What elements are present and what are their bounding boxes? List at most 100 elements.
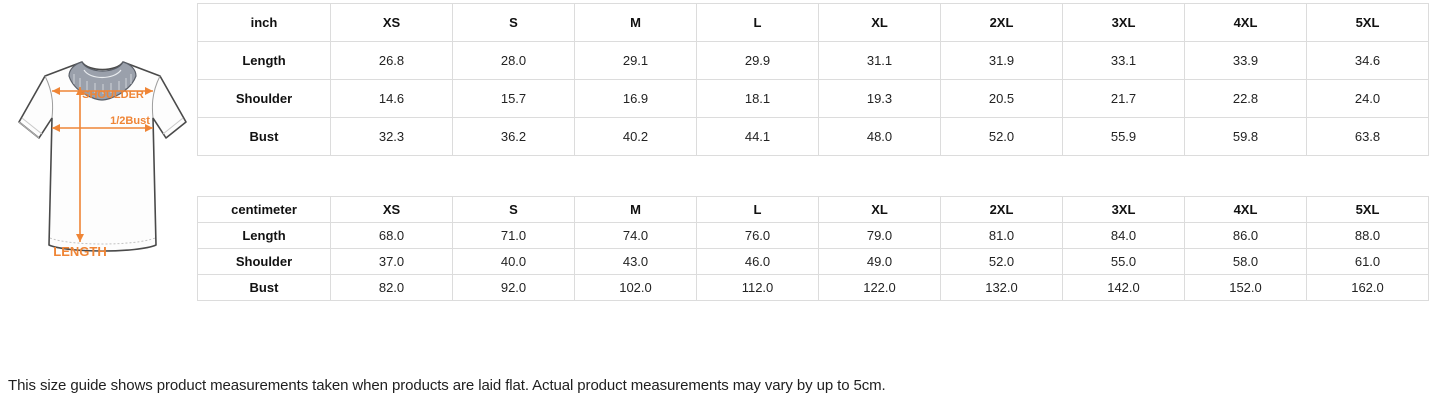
size-table-inch-body: inch XS S M L XL 2XL 3XL 4XL 5XL Length … [197, 3, 1429, 156]
size-header-s: S [452, 3, 575, 42]
size-header-xl: XL [818, 3, 941, 42]
cell-bust-xl: 48.0 [818, 117, 941, 156]
cell-cm-shoulder-l: 46.0 [696, 248, 819, 275]
size-header-cm-5xl: 5XL [1306, 196, 1429, 223]
size-header-l: L [696, 3, 819, 42]
size-guide-note: This size guide shows product measuremen… [8, 377, 886, 394]
table-row: Shoulder 37.0 40.0 43.0 46.0 49.0 52.0 5… [197, 248, 1429, 275]
cell-cm-shoulder-4xl: 58.0 [1184, 248, 1307, 275]
cell-length-4xl: 33.9 [1184, 41, 1307, 80]
size-header-cm-3xl: 3XL [1062, 196, 1185, 223]
cell-length-xs: 26.8 [330, 41, 453, 80]
measurement-annotations [52, 87, 153, 242]
left-sleeve-cuff [21, 117, 43, 135]
size-header-xs: XS [330, 3, 453, 42]
cell-cm-shoulder-3xl: 55.0 [1062, 248, 1185, 275]
cell-cm-length-l: 76.0 [696, 222, 819, 249]
measure-label-cm-shoulder: Shoulder [197, 248, 331, 275]
cell-length-l: 29.9 [696, 41, 819, 80]
cell-shoulder-xs: 14.6 [330, 79, 453, 118]
size-header-cm-s: S [452, 196, 575, 223]
cell-cm-bust-m: 102.0 [574, 274, 697, 301]
size-header-5xl: 5XL [1306, 3, 1429, 42]
t-shirt-measurement-diagram: SHOULDER 1/2Bust LENGTH [10, 50, 195, 265]
cell-bust-5xl: 63.8 [1306, 117, 1429, 156]
size-table-inch: inch XS S M L XL 2XL 3XL 4XL 5XL Length … [197, 3, 1429, 156]
cell-cm-length-m: 74.0 [574, 222, 697, 249]
half-bust-label: 1/2Bust [110, 115, 150, 127]
cell-bust-xs: 32.3 [330, 117, 453, 156]
size-header-m: M [574, 3, 697, 42]
measure-label-shoulder: Shoulder [197, 79, 331, 118]
cell-shoulder-l: 18.1 [696, 79, 819, 118]
unit-label-inch: inch [197, 3, 331, 42]
cell-cm-length-s: 71.0 [452, 222, 575, 249]
cell-shoulder-s: 15.7 [452, 79, 575, 118]
shoulder-arrow-right [145, 87, 153, 95]
size-header-4xl: 4XL [1184, 3, 1307, 42]
cell-length-5xl: 34.6 [1306, 41, 1429, 80]
cell-cm-bust-3xl: 142.0 [1062, 274, 1185, 301]
table-row: Bust 82.0 92.0 102.0 112.0 122.0 132.0 1… [197, 274, 1429, 301]
shoulder-label: SHOULDER [82, 89, 144, 101]
collar-rib-texture [73, 74, 132, 94]
bottom-hem [49, 237, 156, 245]
t-shirt-body-outline [18, 61, 187, 252]
cell-cm-length-xl: 79.0 [818, 222, 941, 249]
unit-label-centimeter: centimeter [197, 196, 331, 223]
cell-length-2xl: 31.9 [940, 41, 1063, 80]
size-table-centimeter-body: centimeter XS S M L XL 2XL 3XL 4XL 5XL L… [197, 196, 1429, 301]
table-row: Length 26.8 28.0 29.1 29.9 31.1 31.9 33.… [197, 41, 1429, 80]
measure-label-cm-length: Length [197, 222, 331, 249]
cell-cm-bust-s: 92.0 [452, 274, 575, 301]
table-row: Bust 32.3 36.2 40.2 44.1 48.0 52.0 55.9 … [197, 117, 1429, 156]
cell-shoulder-2xl: 20.5 [940, 79, 1063, 118]
cell-cm-length-xs: 68.0 [330, 222, 453, 249]
table-header-row: inch XS S M L XL 2XL 3XL 4XL 5XL [197, 3, 1429, 42]
table-header-row: centimeter XS S M L XL 2XL 3XL 4XL 5XL [197, 196, 1429, 223]
cell-cm-shoulder-s: 40.0 [452, 248, 575, 275]
measure-label-bust: Bust [197, 117, 331, 156]
collar-inner-edge [83, 69, 122, 79]
cell-shoulder-5xl: 24.0 [1306, 79, 1429, 118]
size-header-cm-m: M [574, 196, 697, 223]
length-arrow-bottom [76, 234, 84, 242]
cell-cm-shoulder-5xl: 61.0 [1306, 248, 1429, 275]
cell-cm-bust-xl: 122.0 [818, 274, 941, 301]
cell-shoulder-m: 16.9 [574, 79, 697, 118]
cell-bust-2xl: 52.0 [940, 117, 1063, 156]
size-header-cm-xs: XS [330, 196, 453, 223]
cell-cm-shoulder-m: 43.0 [574, 248, 697, 275]
cell-cm-length-3xl: 84.0 [1062, 222, 1185, 249]
cell-cm-length-4xl: 86.0 [1184, 222, 1307, 249]
cell-length-3xl: 33.1 [1062, 41, 1185, 80]
size-header-cm-2xl: 2XL [940, 196, 1063, 223]
half-bust-arrow-left [52, 124, 60, 132]
cell-cm-bust-5xl: 162.0 [1306, 274, 1429, 301]
cell-shoulder-4xl: 22.8 [1184, 79, 1307, 118]
half-bust-arrow-right [145, 124, 153, 132]
size-header-2xl: 2XL [940, 3, 1063, 42]
cell-shoulder-3xl: 21.7 [1062, 79, 1185, 118]
cell-length-s: 28.0 [452, 41, 575, 80]
cell-cm-length-2xl: 81.0 [940, 222, 1063, 249]
measure-label-length: Length [197, 41, 331, 80]
cell-bust-s: 36.2 [452, 117, 575, 156]
cell-shoulder-xl: 19.3 [818, 79, 941, 118]
cell-cm-bust-l: 112.0 [696, 274, 819, 301]
cell-cm-bust-2xl: 132.0 [940, 274, 1063, 301]
right-armhole-seam [151, 75, 161, 119]
right-sleeve-cuff [162, 117, 184, 135]
cell-cm-shoulder-xs: 37.0 [330, 248, 453, 275]
length-arrow-top [76, 87, 84, 95]
cell-bust-l: 44.1 [696, 117, 819, 156]
table-row: Length 68.0 71.0 74.0 76.0 79.0 81.0 84.… [197, 222, 1429, 249]
size-header-cm-4xl: 4XL [1184, 196, 1307, 223]
cell-bust-3xl: 55.9 [1062, 117, 1185, 156]
size-header-3xl: 3XL [1062, 3, 1185, 42]
cell-length-m: 29.1 [574, 41, 697, 80]
cell-cm-bust-4xl: 152.0 [1184, 274, 1307, 301]
shoulder-arrow-left [52, 87, 60, 95]
left-sleeve-hem [18, 121, 40, 139]
left-armhole-seam [44, 75, 54, 119]
